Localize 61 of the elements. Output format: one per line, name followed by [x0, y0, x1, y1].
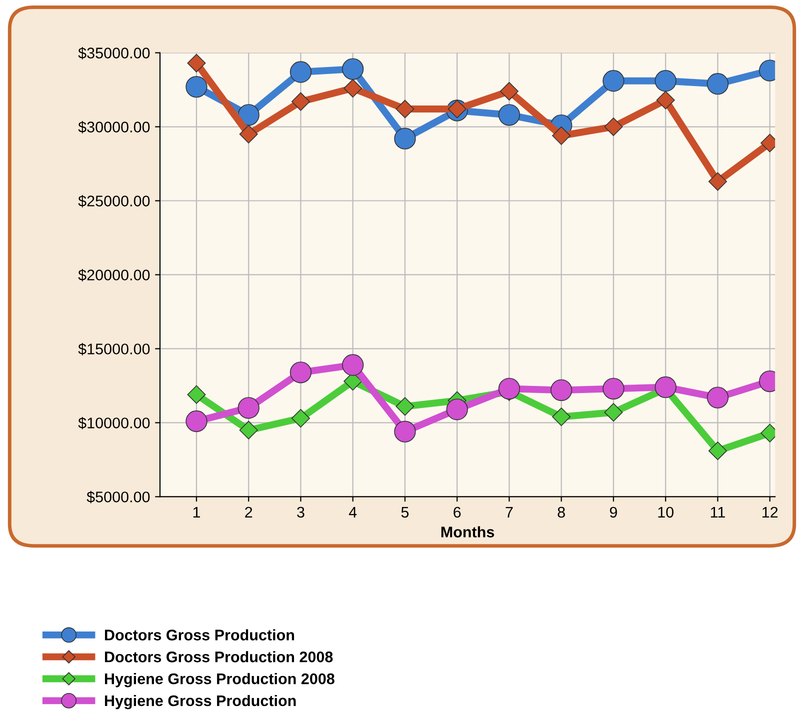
- point: [239, 420, 258, 440]
- point: [238, 104, 260, 126]
- point: [187, 54, 206, 72]
- point: [396, 100, 414, 118]
- point: [602, 378, 624, 400]
- x-tick-label: 2: [245, 506, 252, 518]
- point: [552, 126, 571, 145]
- x-tick-label: 8: [558, 506, 565, 518]
- y-tick-label: $20000.00: [78, 268, 150, 282]
- point: [291, 92, 310, 111]
- x-tick-label: 4: [348, 506, 357, 518]
- point: [706, 73, 729, 95]
- x-tick-label: 5: [401, 506, 409, 518]
- x-axis-title: Months: [441, 526, 494, 538]
- point: [238, 397, 260, 419]
- point: [446, 398, 468, 420]
- legend-label: Doctors Gross Production 2008: [104, 651, 333, 662]
- point: [344, 79, 362, 98]
- point: [708, 172, 727, 191]
- x-tick-label: 9: [610, 506, 617, 518]
- point: [394, 128, 416, 150]
- point: [654, 70, 676, 92]
- x-tick-label: 11: [710, 506, 725, 518]
- y-tick-label: $30000.00: [78, 120, 150, 134]
- point: [500, 82, 518, 101]
- legend-label: Doctors Gross Production: [104, 629, 294, 640]
- point: [656, 90, 675, 110]
- point: [239, 124, 258, 144]
- point: [186, 76, 208, 98]
- point: [342, 354, 364, 376]
- point: [552, 408, 571, 426]
- y-tick-label: $10000.00: [78, 416, 150, 430]
- x-tick-label: 3: [297, 506, 304, 518]
- point: [498, 378, 520, 400]
- point: [602, 70, 624, 92]
- point: [186, 410, 208, 432]
- y-tick-label: $5000.00: [86, 490, 150, 504]
- y-tick-label: $35000.00: [78, 47, 150, 60]
- point: [604, 403, 623, 422]
- legend-label: Hygiene Gross Production 2008: [104, 672, 334, 688]
- point: [290, 61, 312, 83]
- y-tick-label: $25000.00: [78, 194, 150, 208]
- x-tick-label: 10: [658, 506, 674, 518]
- x-tick-label: 12: [762, 506, 778, 518]
- point: [394, 420, 416, 442]
- point: [187, 385, 206, 404]
- point: [342, 58, 364, 80]
- point: [396, 397, 414, 416]
- y-tick-label: $15000.00: [78, 342, 150, 356]
- point: [291, 409, 310, 428]
- point: [604, 118, 623, 136]
- point: [498, 104, 520, 126]
- x-tick-label: 6: [454, 506, 461, 518]
- point: [708, 442, 727, 460]
- x-tick-label: 1: [193, 506, 200, 518]
- legend-label: Hygiene Gross Production: [104, 694, 296, 710]
- point: [290, 362, 312, 384]
- x-tick-label: 7: [506, 506, 513, 518]
- point: [706, 386, 729, 408]
- point: [550, 379, 572, 401]
- point: [654, 376, 676, 398]
